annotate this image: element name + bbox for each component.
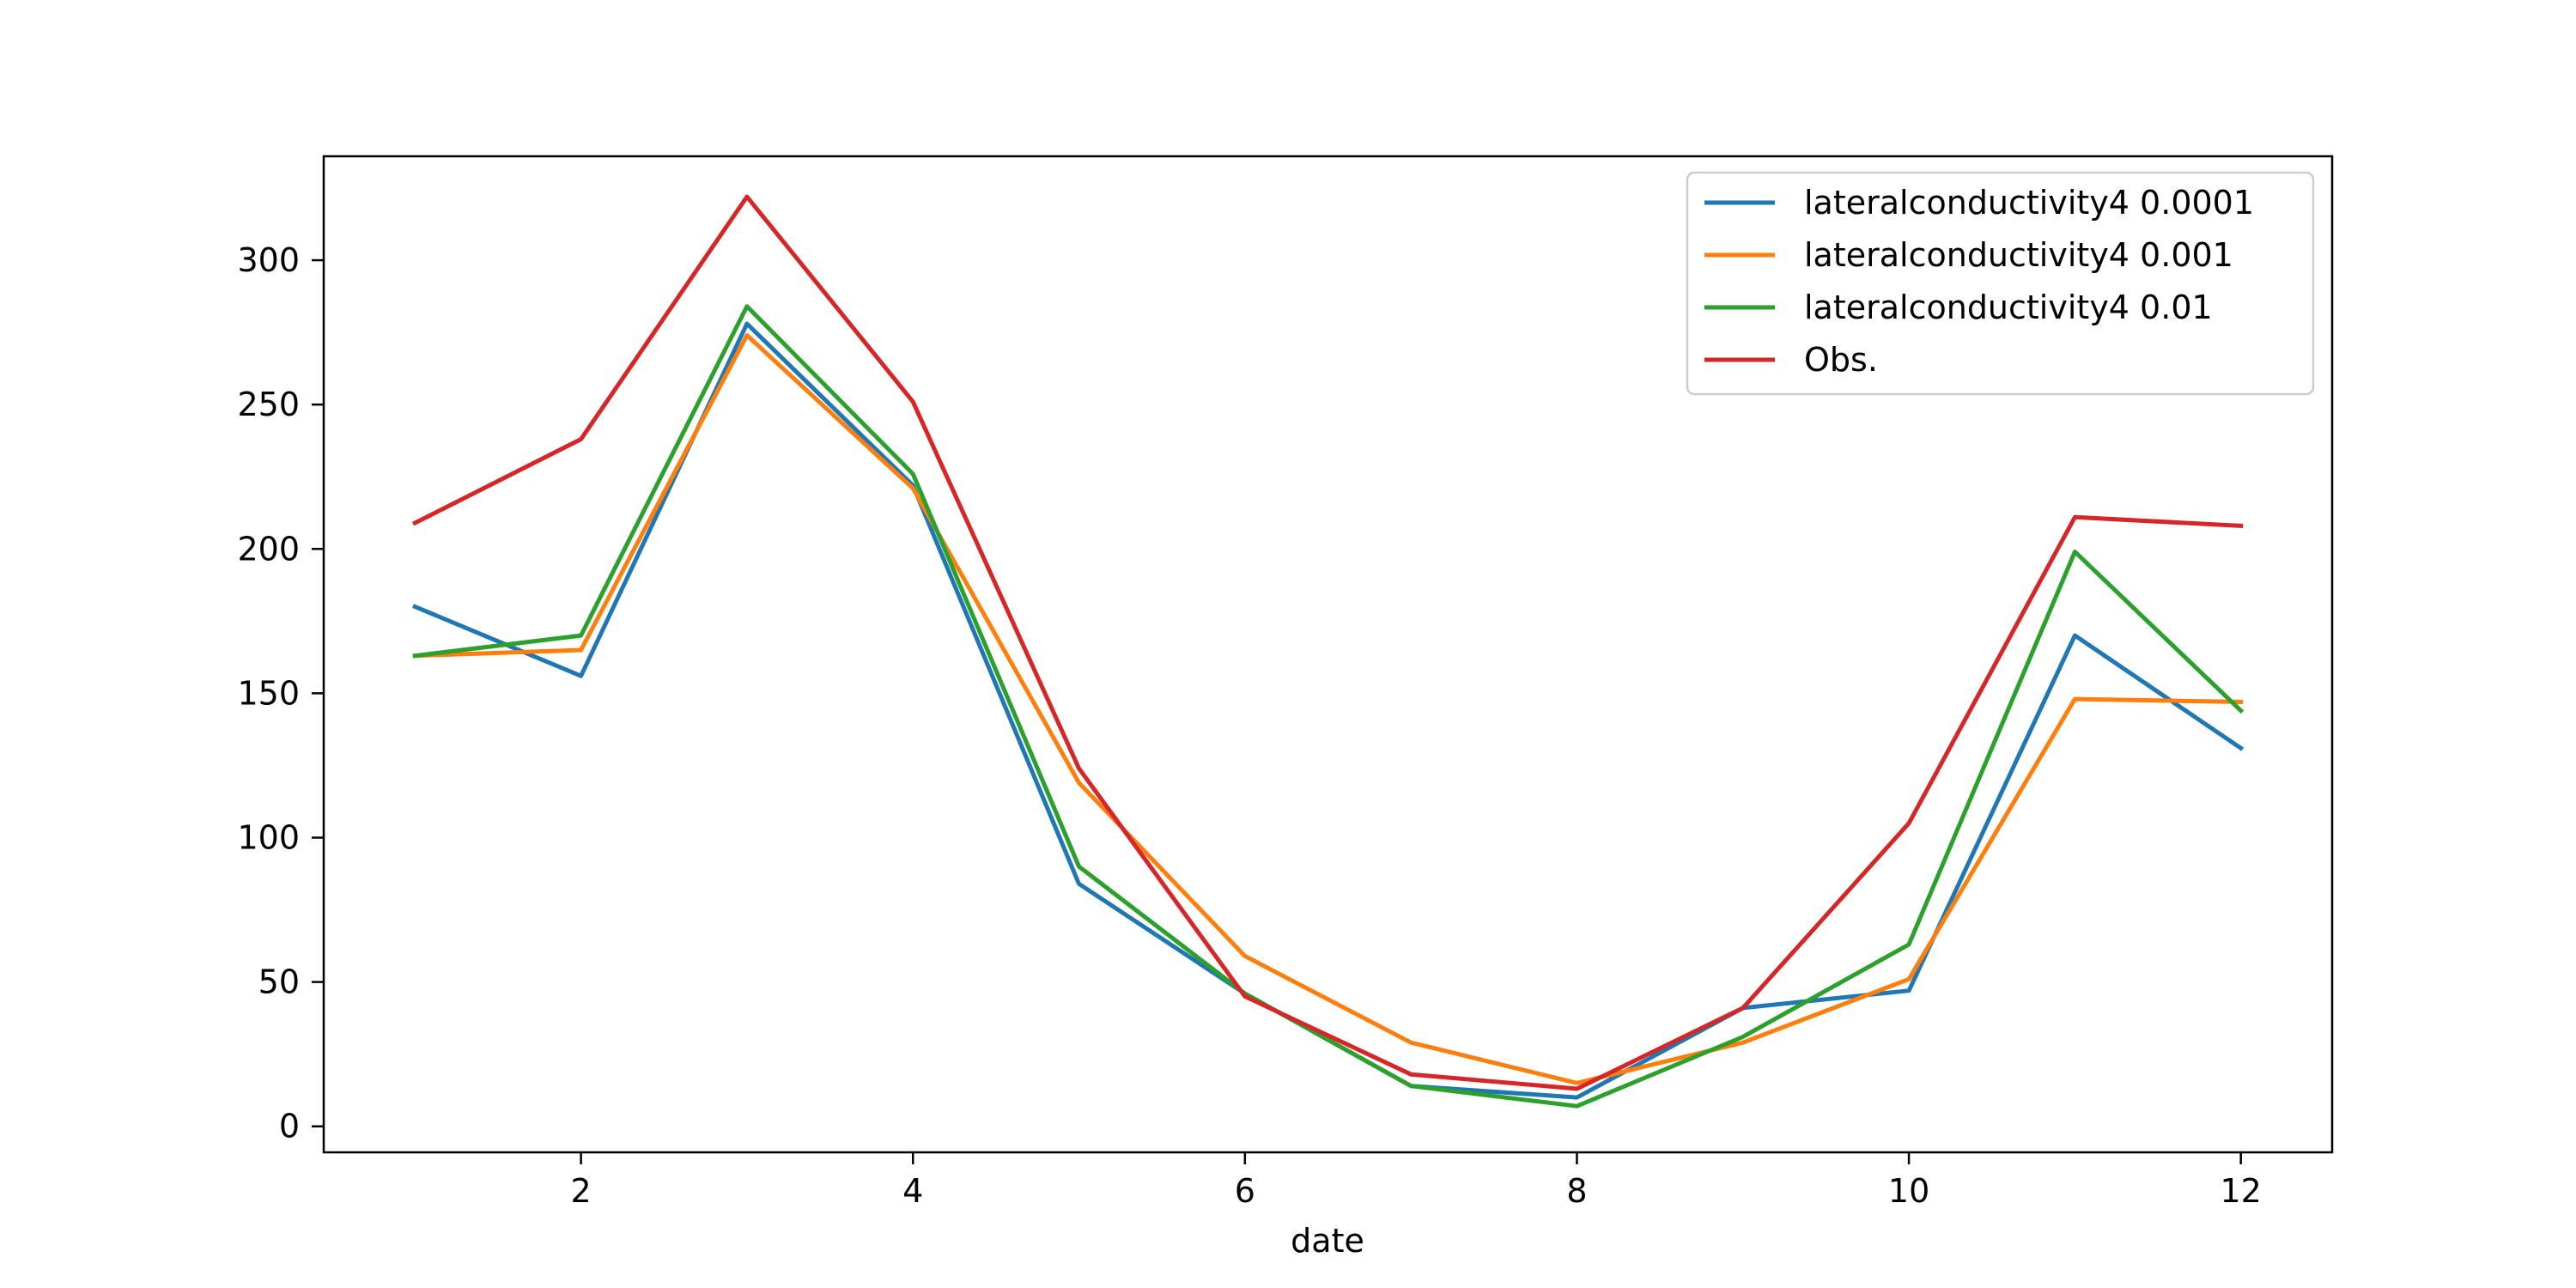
y-tick-label: 0: [279, 1108, 300, 1145]
plot-frame: [322, 155, 2334, 1154]
x-tick-label: 6: [1235, 1172, 1255, 1210]
x-axis: 2 4 6 8 10 12: [571, 1152, 2262, 1210]
x-tick-label: 10: [1888, 1172, 1929, 1210]
legend: lateralconductivity4 0.0001 lateralconduc…: [1686, 171, 2315, 396]
x-tick-label: 2: [571, 1172, 592, 1210]
y-tick-label: 100: [237, 819, 300, 857]
series-line-4: [411, 194, 2244, 1091]
legend-label-4: Obs.: [1804, 341, 1878, 379]
x-tick-label: 12: [2221, 1172, 2262, 1210]
legend-label-3: lateralconductivity4 0.01: [1804, 289, 2213, 326]
series-layer: [411, 194, 2245, 1109]
y-axis: 0 50 100 150 200 250 300: [237, 241, 324, 1145]
y-tick-label: 150: [237, 674, 300, 712]
y-tick-label: 50: [258, 963, 300, 1001]
x-tick-label: 8: [1566, 1172, 1587, 1210]
y-tick-label: 200: [237, 530, 300, 568]
y-tick-label: 300: [237, 241, 300, 279]
x-axis-label: date: [1291, 1222, 1364, 1260]
series-line-3: [412, 304, 2245, 1109]
series-line-2: [412, 333, 2244, 1085]
y-tick-label: 250: [237, 386, 300, 423]
x-tick-label: 4: [902, 1172, 923, 1210]
legend-label-2: lateralconductivity4 0.001: [1804, 236, 2233, 274]
legend-box: [1686, 171, 2315, 396]
legend-label-1: lateralconductivity4 0.0001: [1804, 184, 2254, 222]
